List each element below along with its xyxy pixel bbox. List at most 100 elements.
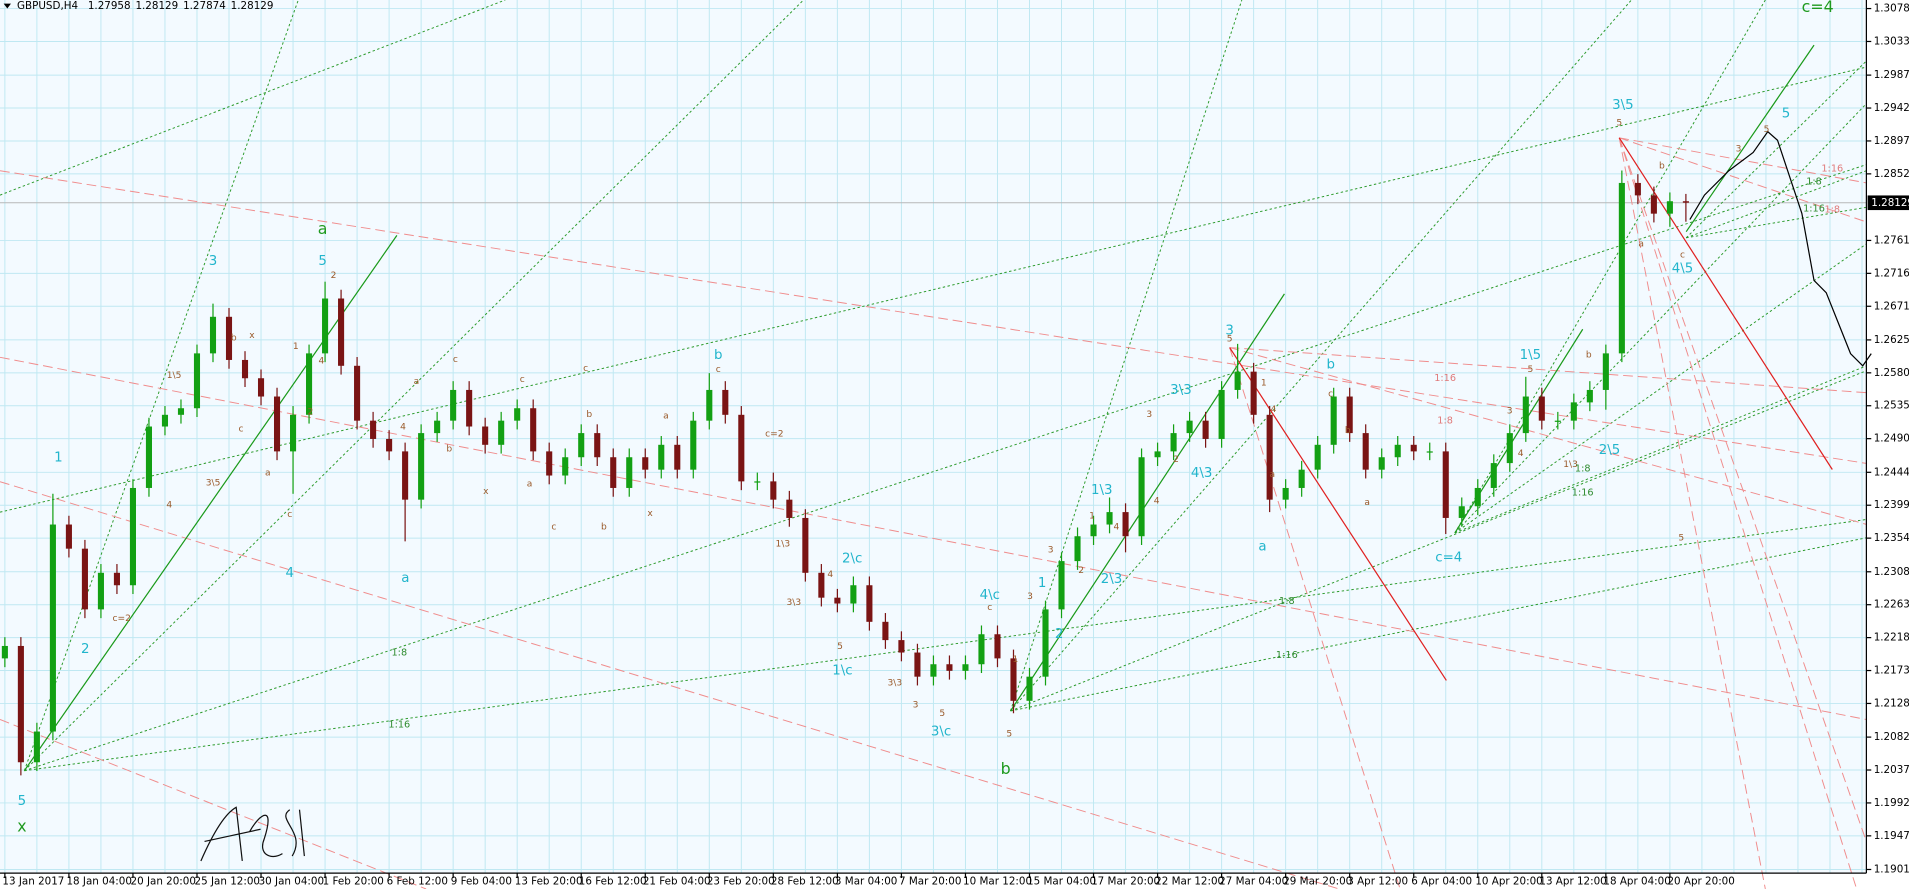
candle-body bbox=[193, 353, 201, 409]
wave-label: 3\5 bbox=[206, 478, 221, 488]
candle-body bbox=[1, 645, 8, 659]
wave-label: 1 bbox=[293, 342, 299, 352]
menu-arrow[interactable] bbox=[3, 3, 11, 9]
candle-body bbox=[1602, 353, 1609, 390]
trend-line-red bbox=[1618, 137, 1833, 470]
header-value: 1.28129 bbox=[135, 0, 178, 12]
wave-label: 3 bbox=[913, 700, 919, 710]
wave-label: 1\c bbox=[832, 664, 852, 679]
candle-body bbox=[546, 451, 553, 476]
wave-label: 5 bbox=[1782, 106, 1791, 121]
wave-label: a bbox=[401, 571, 409, 586]
wave-label: b bbox=[714, 348, 722, 363]
candle-body bbox=[354, 365, 361, 421]
fan-line bbox=[24, 519, 1867, 772]
candle-body bbox=[1122, 512, 1129, 537]
fib-line bbox=[0, 356, 1867, 720]
candle-body bbox=[466, 389, 473, 427]
candle-body bbox=[754, 481, 761, 483]
candle-body bbox=[642, 457, 649, 470]
y-tick-label: 1.24904 bbox=[1874, 433, 1909, 445]
x-tick-label: 21 Feb 04:00 bbox=[643, 876, 711, 888]
candle-body bbox=[1042, 609, 1049, 677]
x-tick-label: 10 Apr 20:00 bbox=[1475, 876, 1542, 888]
wave-label: 5 bbox=[1527, 365, 1533, 375]
wave-label: c bbox=[453, 355, 458, 365]
grid bbox=[0, 0, 1867, 874]
candle-body bbox=[273, 396, 281, 452]
wave-label: 1:16 bbox=[1821, 163, 1843, 174]
wave-label: 4\c bbox=[980, 588, 1000, 603]
x-tick-label: 23 Feb 20:00 bbox=[707, 876, 775, 888]
wave-label: a bbox=[1638, 239, 1644, 249]
candle-body bbox=[290, 414, 297, 452]
wave-label: 1 bbox=[54, 450, 63, 465]
candle-body bbox=[1378, 457, 1385, 470]
candle-body bbox=[209, 316, 217, 354]
wave-label: 2 bbox=[1173, 455, 1179, 465]
candle-body bbox=[145, 426, 153, 488]
wave-label: b bbox=[1326, 358, 1334, 373]
candle-body bbox=[1426, 451, 1433, 453]
wave-label: a bbox=[1269, 470, 1275, 480]
wave-label: 3 bbox=[1736, 144, 1742, 154]
wave-label: c bbox=[520, 375, 525, 385]
wave-label: b bbox=[586, 410, 592, 420]
candle-body bbox=[1074, 536, 1081, 562]
wave-label: 5 bbox=[1678, 533, 1684, 543]
wave-label: 1\3 bbox=[775, 539, 790, 549]
candle-body bbox=[306, 353, 313, 415]
wave-label: 2\3 bbox=[1101, 572, 1123, 587]
header: GBPUSD,H4 1.27958 1.28129 1.27874 1.28129 bbox=[17, 0, 273, 12]
fib-line bbox=[1229, 347, 1867, 525]
wave-label: b bbox=[231, 333, 237, 343]
y-tick-label: 1.28524 bbox=[1874, 168, 1909, 180]
candle-body bbox=[1298, 469, 1305, 488]
wave-label: 1:8 bbox=[1806, 177, 1822, 188]
candle-body bbox=[802, 517, 809, 573]
wave-label: b bbox=[1001, 759, 1011, 778]
wave-label: 3\5 bbox=[1612, 98, 1634, 113]
candle-body bbox=[770, 481, 777, 500]
candle-body bbox=[1522, 396, 1529, 434]
trend-line bbox=[23, 235, 398, 772]
signature bbox=[200, 806, 305, 862]
x-tick-label: 28 Feb 12:00 bbox=[771, 876, 839, 888]
wave-label: a bbox=[318, 219, 328, 238]
fib-line bbox=[1229, 347, 1401, 889]
wave-label: b bbox=[446, 444, 452, 454]
wave-label: 4 bbox=[1154, 497, 1160, 507]
candle-body bbox=[225, 316, 233, 360]
wave-label: 1 bbox=[1012, 655, 1018, 665]
wave-label: c bbox=[287, 510, 292, 520]
candle-body bbox=[1266, 414, 1273, 500]
fib-line bbox=[1618, 137, 1867, 842]
wave-label: a bbox=[1258, 539, 1266, 554]
wave-label: 2 bbox=[81, 642, 90, 657]
trend-line bbox=[1009, 293, 1285, 712]
wave-label: 1 bbox=[1089, 511, 1095, 521]
wave-label: a bbox=[527, 480, 533, 490]
y-tick-label: 1.26714 bbox=[1874, 300, 1909, 312]
wave-label: 1:8 bbox=[1824, 205, 1840, 216]
trend-line-red bbox=[1229, 347, 1447, 681]
wave-label: 1:16 bbox=[388, 719, 410, 730]
x-tick-label: 6 Feb 12:00 bbox=[387, 876, 448, 888]
candle-body bbox=[1186, 420, 1193, 434]
candle-body bbox=[818, 572, 825, 598]
trend-line bbox=[1685, 44, 1815, 233]
candle-body bbox=[1026, 676, 1033, 701]
candle-body bbox=[1634, 182, 1641, 196]
candle-body bbox=[81, 548, 88, 610]
wave-label: 1\5 bbox=[167, 371, 182, 381]
x-tick-label: 13 Apr 12:00 bbox=[1539, 876, 1606, 888]
candle-body bbox=[706, 389, 713, 421]
header-value: 1.27874 bbox=[183, 0, 226, 12]
wave-label: x bbox=[17, 816, 26, 835]
candle-body bbox=[850, 585, 857, 604]
candle-body bbox=[1490, 463, 1497, 488]
candle-body bbox=[482, 426, 489, 445]
y-tick-label: 1.20824 bbox=[1874, 731, 1909, 743]
candle-body bbox=[498, 420, 505, 445]
wave-label: 1:8 bbox=[1575, 463, 1591, 474]
